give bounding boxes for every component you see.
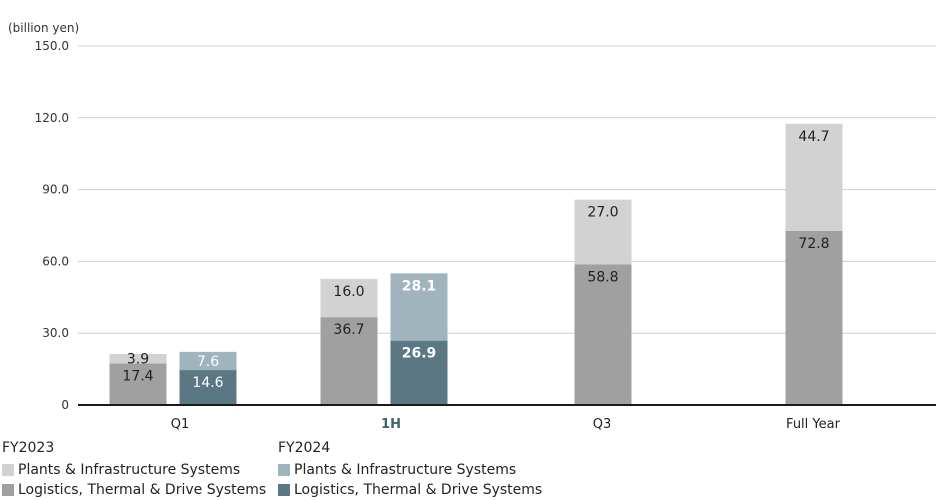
bar-fy2024-logistics	[390, 340, 448, 405]
data-label: 72.8	[798, 236, 829, 252]
x-tick-label: 1H	[381, 417, 401, 432]
bar-fy2024-plants	[390, 273, 448, 341]
data-label: 17.4	[122, 368, 153, 384]
data-label: 7.6	[197, 354, 219, 370]
y-tick-label: 60.0	[42, 254, 69, 268]
legend-title-fy2024: FY2024	[278, 440, 331, 456]
bar-fy2023-plants	[785, 123, 843, 231]
legend-swatch-fy2023-logistics	[2, 484, 14, 496]
legend-item-fy2023-logistics: Logistics, Thermal & Drive Systems	[2, 480, 266, 500]
legend-label-fy2023-logistics: Logistics, Thermal & Drive Systems	[18, 482, 267, 498]
bar-fy2023-plants	[109, 354, 167, 364]
x-tick-label: Full Year	[786, 417, 841, 432]
bar-fy2023-logistics	[109, 363, 167, 405]
bar-fy2023-plants	[320, 278, 378, 318]
data-label: 44.7	[798, 129, 829, 145]
data-label: 14.6	[192, 375, 223, 391]
legend-label-fy2024-plants: Plants & Infrastructure Systems	[294, 462, 517, 478]
y-tick-label: 120.0	[35, 111, 69, 125]
x-tick-label: Q3	[593, 417, 612, 432]
legend-swatch-fy2024-logistics	[278, 484, 290, 496]
legend-swatch-fy2023-plants	[2, 464, 14, 476]
legend-label-fy2024-logistics: Logistics, Thermal & Drive Systems	[294, 482, 543, 498]
legend-fy2023: FY2023 Plants & Infrastructure Systems L…	[2, 440, 266, 500]
bar-fy2023-logistics	[574, 264, 632, 405]
data-label: 27.0	[587, 205, 618, 221]
data-label: 26.9	[402, 346, 437, 362]
y-tick-label: 30.0	[42, 326, 69, 340]
y-tick-label: 150.0	[35, 39, 69, 53]
bar-fy2023-logistics	[785, 230, 843, 405]
y-tick-label: 90.0	[42, 183, 69, 197]
legend-swatch-fy2024-plants	[278, 464, 290, 476]
data-label: 16.0	[333, 284, 364, 300]
data-label: 28.1	[402, 278, 437, 294]
legend-item-fy2023-plants: Plants & Infrastructure Systems	[2, 460, 266, 480]
legend-title-fy2023: FY2023	[2, 440, 55, 456]
data-label: 36.7	[333, 322, 364, 338]
legend-label-fy2023-plants: Plants & Infrastructure Systems	[18, 462, 241, 478]
stacked-bar-chart: 0 30.0 60.0 90.0 120.0 150.0 17.43.9 36.7 16.0 58…	[35, 39, 936, 432]
data-label: 58.8	[587, 269, 618, 285]
legend-fy2024: FY2024 Plants & Infrastructure Systems L…	[278, 440, 542, 500]
x-tick-label: Q1	[171, 417, 190, 432]
legend-item-fy2024-logistics: Logistics, Thermal & Drive Systems	[278, 480, 542, 500]
bar-fy2023-plants	[574, 199, 632, 265]
y-tick-label: 0	[61, 398, 69, 412]
legend-item-fy2024-plants: Plants & Infrastructure Systems	[278, 460, 542, 480]
y-axis-unit-label: (billion yen)	[8, 21, 80, 35]
data-label: 3.9	[127, 352, 149, 368]
bar-fy2023-logistics	[320, 317, 378, 405]
bar-fy2024-logistics	[179, 370, 237, 405]
bar-fy2024-plants	[179, 351, 237, 371]
